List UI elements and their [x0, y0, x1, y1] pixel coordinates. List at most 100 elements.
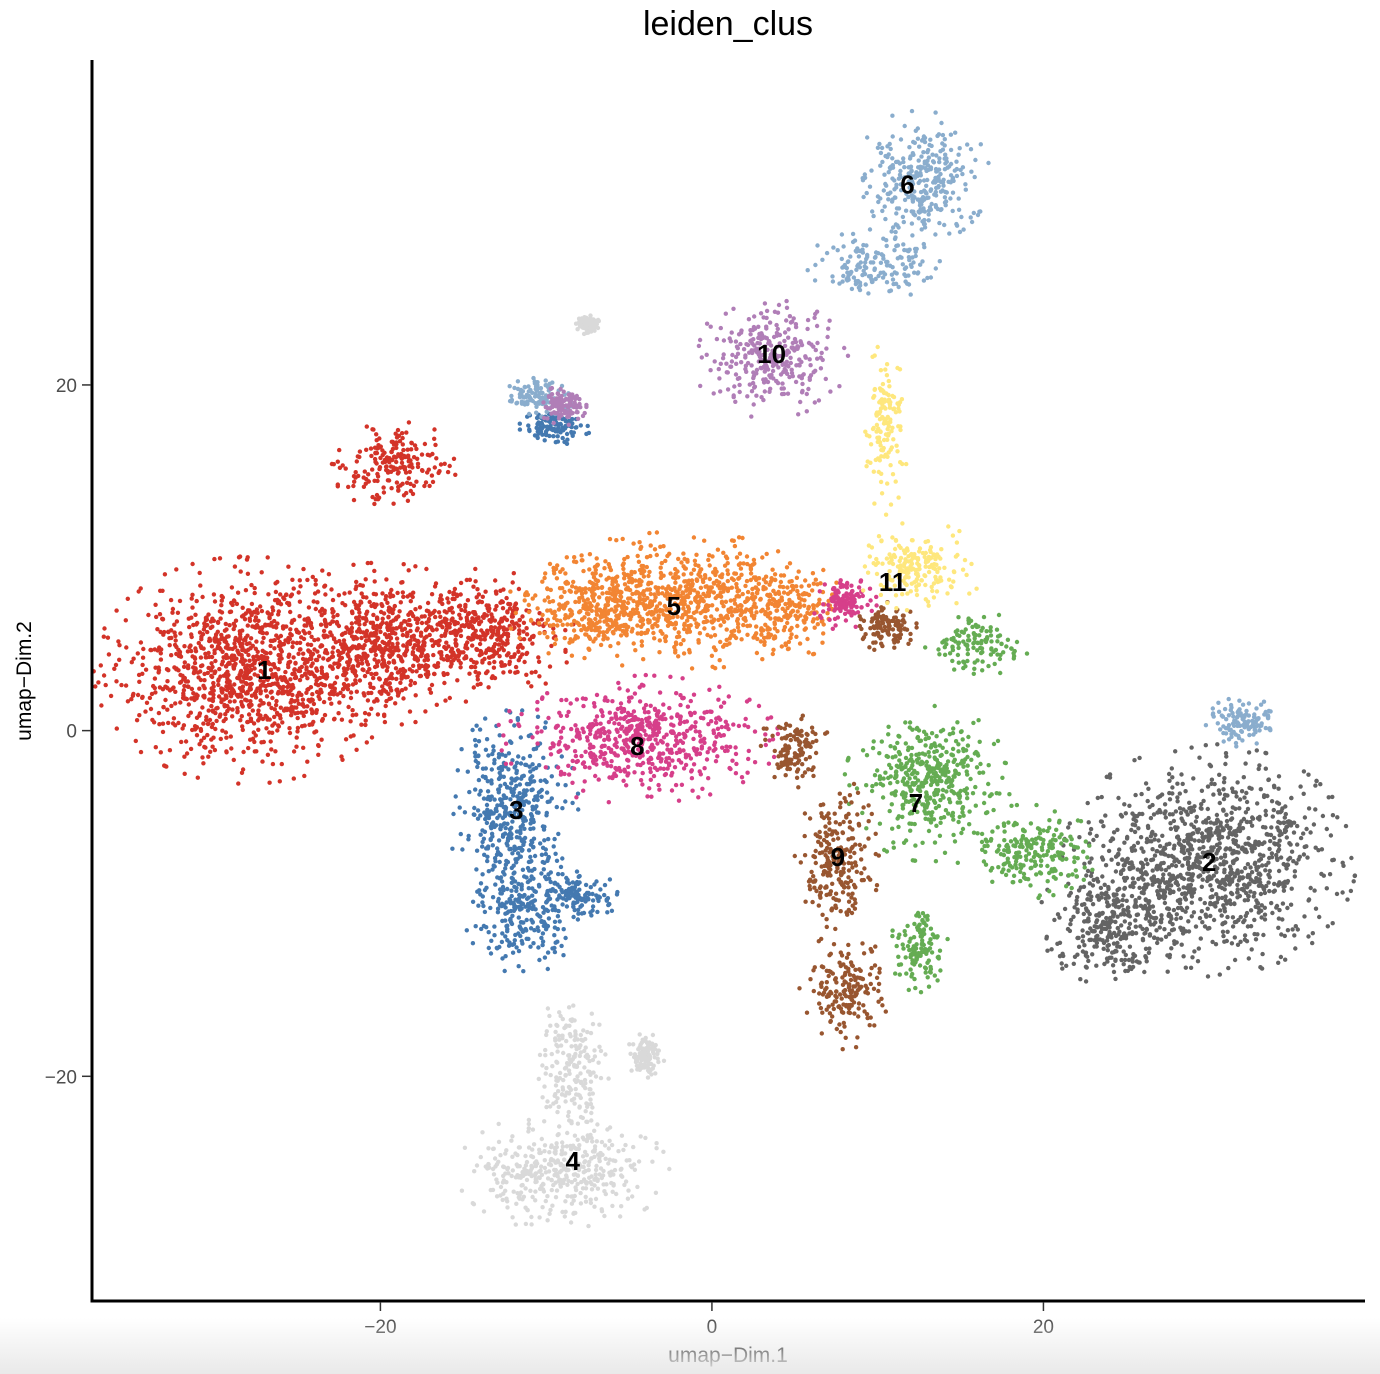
cluster-2-point	[1259, 883, 1265, 889]
cluster-1-point	[405, 622, 411, 627]
cluster-1-point	[246, 652, 251, 658]
cluster-1-point	[549, 643, 554, 649]
cluster-1-point	[245, 623, 250, 628]
cluster-4-point	[548, 1162, 554, 1168]
cluster-1-point	[160, 721, 166, 726]
cluster-3-point	[555, 434, 560, 439]
cluster-1-point	[186, 713, 191, 719]
cluster-1-point	[249, 601, 255, 607]
cluster-1-point	[290, 671, 295, 677]
cluster-2-point	[1228, 872, 1233, 877]
cluster-1-point	[316, 683, 321, 688]
cluster-1-point	[297, 690, 302, 696]
cluster-2-point	[1130, 862, 1135, 868]
cluster-1-point	[270, 681, 275, 687]
cluster-3-point	[564, 431, 570, 437]
cluster-3-point	[561, 953, 566, 958]
cluster-1-point	[406, 476, 411, 481]
cluster-1-point	[140, 662, 145, 668]
cluster-1-point	[228, 609, 234, 614]
cluster-3-point	[527, 878, 533, 883]
cluster-1-point	[172, 622, 177, 627]
cluster-2-point	[1191, 831, 1196, 836]
cluster-3-point	[516, 964, 521, 969]
cluster-1-point	[398, 655, 403, 660]
cluster-2-point	[1197, 846, 1202, 851]
cluster-1-point	[472, 664, 478, 670]
cluster-1-point	[259, 740, 264, 745]
cluster-1-point	[195, 620, 200, 626]
cluster-1-point	[490, 633, 495, 638]
cluster-1-point	[156, 665, 161, 670]
cluster-1-point	[372, 633, 377, 638]
cluster-3-point	[540, 942, 545, 948]
cluster-1-point	[219, 603, 224, 608]
cluster-2-point	[1197, 915, 1203, 921]
cluster-1-point	[320, 568, 325, 573]
cluster-1-point	[408, 678, 414, 684]
cluster-3-point	[558, 864, 564, 870]
cluster-2-point	[1220, 828, 1226, 833]
cluster-1-point	[526, 680, 531, 685]
cluster-1-point	[402, 626, 408, 631]
cluster-3-point	[496, 790, 501, 795]
cluster-3-point	[590, 898, 596, 903]
cluster-1-point	[310, 661, 315, 666]
cluster-3-point	[543, 720, 548, 725]
cluster-1-point	[446, 644, 451, 649]
cluster-3-point	[474, 848, 480, 853]
cluster-4-point	[654, 1141, 659, 1146]
cluster-2-point	[1261, 853, 1266, 858]
cluster-1-point	[521, 637, 527, 642]
cluster-1-point	[409, 462, 414, 467]
cluster-2-point	[1281, 888, 1287, 893]
cluster-2-point	[1087, 860, 1092, 865]
cluster-1-point	[372, 657, 377, 662]
cluster-3-point	[544, 876, 549, 882]
cluster-4-point	[528, 1188, 533, 1194]
cluster-2-point	[1230, 915, 1236, 920]
cluster-2-point	[1075, 952, 1080, 957]
cluster-1-point	[302, 723, 307, 728]
cluster-1-point	[388, 464, 394, 469]
cluster-2-point	[1230, 786, 1235, 791]
cluster-2-point	[1351, 879, 1356, 884]
cluster-1-point	[294, 744, 299, 749]
cluster-1-point	[421, 639, 426, 644]
cluster-2-point	[1263, 868, 1268, 873]
cluster-3-point	[470, 941, 476, 946]
cluster-2-point	[1183, 909, 1188, 914]
cluster-1-point	[125, 596, 130, 601]
cluster-2-point	[1125, 905, 1131, 910]
cluster-4-point	[586, 1223, 591, 1229]
cluster-2-point	[1143, 955, 1149, 960]
cluster-2-point	[1062, 906, 1068, 912]
cluster-2-point	[1151, 916, 1157, 921]
cluster-1-point	[318, 622, 324, 627]
cluster-3-point	[586, 430, 592, 436]
cluster-2-point	[1237, 822, 1242, 827]
cluster-3-point	[528, 842, 534, 847]
cluster-1-point	[240, 641, 245, 647]
cluster-1-point	[169, 635, 174, 641]
cluster-1-point	[248, 636, 254, 641]
cluster-1-point	[395, 590, 400, 596]
cluster-2-point	[1281, 820, 1287, 826]
cluster-3-point	[484, 925, 489, 930]
cluster-2-point	[1235, 895, 1240, 900]
cluster-2-point	[1181, 876, 1187, 882]
cluster-1-point	[258, 661, 263, 666]
cluster-3-point	[590, 904, 596, 909]
cluster-1-point	[368, 647, 374, 652]
cluster-1-point	[487, 661, 492, 666]
cluster-4-point	[594, 1139, 599, 1144]
cluster-2-point	[1282, 815, 1288, 820]
cluster-1-point	[307, 699, 313, 704]
cluster-2-point	[1258, 787, 1264, 792]
cluster-3-point	[471, 812, 476, 817]
cluster-2-point	[1246, 894, 1251, 899]
cluster-2-point	[1106, 895, 1111, 900]
cluster-2-point	[1132, 823, 1138, 828]
cluster-1-point	[224, 695, 229, 701]
cluster-1-point	[368, 560, 374, 566]
